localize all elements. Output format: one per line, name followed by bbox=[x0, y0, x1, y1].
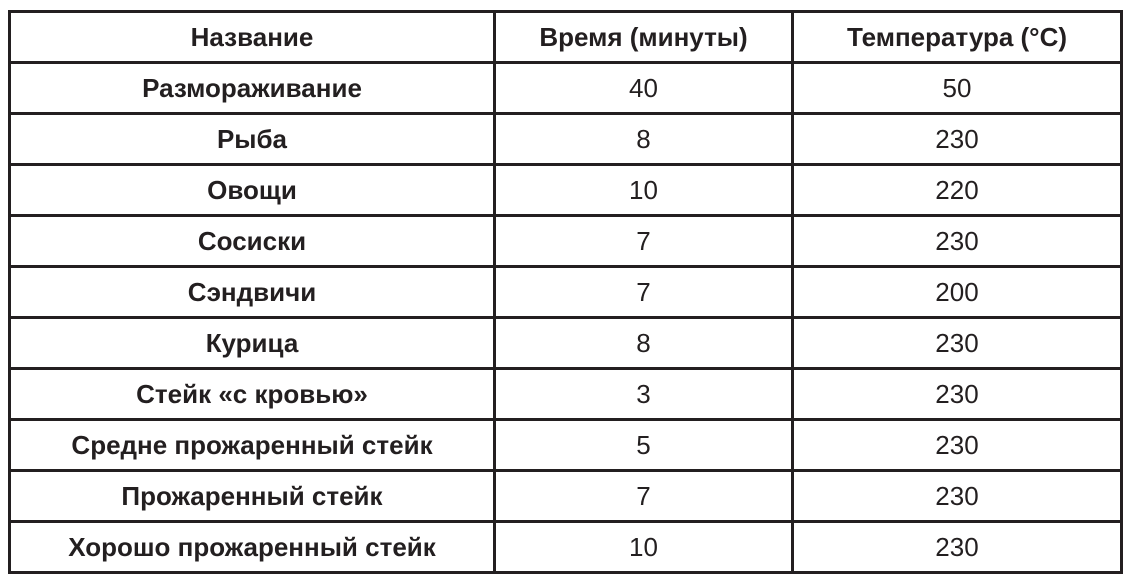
header-time: Время (минуты) bbox=[493, 10, 794, 64]
cell-temperature: 230 bbox=[791, 367, 1123, 421]
table-row: Средне прожаренный стейк 5 230 bbox=[8, 418, 1123, 472]
cell-name: Сосиски bbox=[8, 214, 496, 268]
cell-temperature: 230 bbox=[791, 469, 1123, 523]
cell-temperature: 230 bbox=[791, 112, 1123, 166]
cell-time: 10 bbox=[493, 520, 794, 574]
cell-name: Хорошо прожаренный стейк bbox=[8, 520, 496, 574]
cell-temperature: 230 bbox=[791, 316, 1123, 370]
table-row: Сосиски 7 230 bbox=[8, 214, 1123, 268]
header-row: Название Время (минуты) Температура (°C) bbox=[8, 10, 1123, 64]
cell-name: Овощи bbox=[8, 163, 496, 217]
table-row: Стейк «с кровью» 3 230 bbox=[8, 367, 1123, 421]
cell-time: 7 bbox=[493, 469, 794, 523]
cell-temperature: 220 bbox=[791, 163, 1123, 217]
cell-temperature: 230 bbox=[791, 418, 1123, 472]
table-row: Овощи 10 220 bbox=[8, 163, 1123, 217]
cell-temperature: 200 bbox=[791, 265, 1123, 319]
cell-name: Прожаренный стейк bbox=[8, 469, 496, 523]
cell-temperature: 50 bbox=[791, 61, 1123, 115]
table-row: Рыба 8 230 bbox=[8, 112, 1123, 166]
cell-time: 3 bbox=[493, 367, 794, 421]
cell-time: 7 bbox=[493, 265, 794, 319]
cooking-table: Название Время (минуты) Температура (°C)… bbox=[8, 10, 1123, 574]
cell-name: Рыба bbox=[8, 112, 496, 166]
cell-temperature: 230 bbox=[791, 520, 1123, 574]
cell-time: 40 bbox=[493, 61, 794, 115]
table-row: Курица 8 230 bbox=[8, 316, 1123, 370]
cell-time: 10 bbox=[493, 163, 794, 217]
cell-time: 5 bbox=[493, 418, 794, 472]
cell-name: Размораживание bbox=[8, 61, 496, 115]
header-name: Название bbox=[8, 10, 496, 64]
table-row: Хорошо прожаренный стейк 10 230 bbox=[8, 520, 1123, 574]
cell-time: 7 bbox=[493, 214, 794, 268]
table-row: Прожаренный стейк 7 230 bbox=[8, 469, 1123, 523]
cell-name: Курица bbox=[8, 316, 496, 370]
header-temperature: Температура (°C) bbox=[791, 10, 1123, 64]
table-row: Размораживание 40 50 bbox=[8, 61, 1123, 115]
cell-temperature: 230 bbox=[791, 214, 1123, 268]
cell-time: 8 bbox=[493, 316, 794, 370]
cell-name: Стейк «с кровью» bbox=[8, 367, 496, 421]
cell-time: 8 bbox=[493, 112, 794, 166]
table-row: Сэндвичи 7 200 bbox=[8, 265, 1123, 319]
cell-name: Средне прожаренный стейк bbox=[8, 418, 496, 472]
cell-name: Сэндвичи bbox=[8, 265, 496, 319]
